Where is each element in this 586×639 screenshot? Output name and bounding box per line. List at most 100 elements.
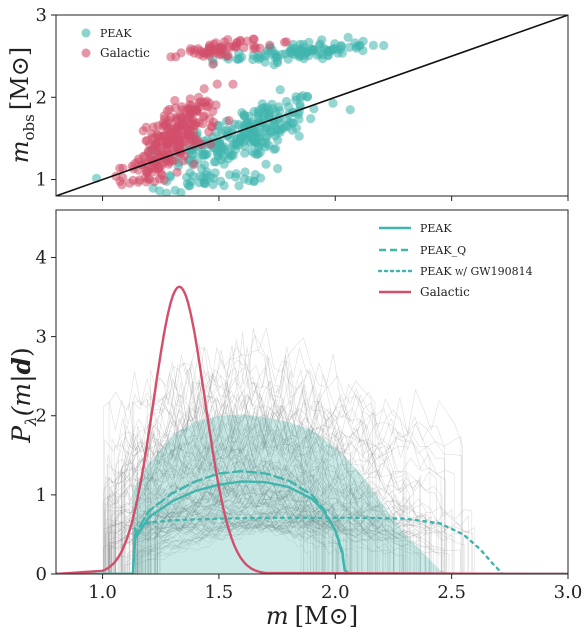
curve-galactic (56, 285, 568, 574)
distribution-y-label-main: P (7, 425, 36, 444)
scatter-point-galactic (184, 131, 194, 141)
posterior-draw (154, 515, 349, 574)
posterior-draw (113, 498, 434, 574)
distribution-x-label: m [M⊙] (266, 602, 358, 630)
scatter-point-galactic (125, 178, 135, 188)
posterior-draw (108, 479, 358, 574)
posterior-draw (133, 347, 373, 574)
posterior-draw (124, 395, 305, 574)
scatter-point-peak (328, 44, 338, 54)
posterior-draw (154, 495, 473, 574)
posterior-draw (106, 410, 463, 574)
scatter-point-peak (293, 109, 303, 119)
posterior-draw (115, 423, 362, 574)
scatter-point-peak (208, 179, 218, 190)
legend-marker-galactic (81, 48, 91, 58)
posterior-draw (108, 417, 326, 574)
posterior-draw (118, 421, 378, 574)
distribution-x-label-main: m (266, 602, 289, 630)
scatter-point-galactic (228, 79, 238, 89)
scatter-point-peak (264, 140, 274, 150)
scatter-point-peak (275, 85, 285, 95)
scatter-point-peak (259, 111, 269, 121)
posterior-draw (145, 423, 415, 574)
y-tick-label: 2 (36, 406, 47, 427)
posterior-draw (122, 459, 368, 574)
scatter-point-galactic (117, 180, 127, 190)
posterior-draw (124, 508, 352, 574)
posterior-draw (105, 484, 469, 574)
distribution-legend: PEAK PEAK_Q PEAK w/ GW190814 Galactic (377, 222, 533, 299)
scatter-point-galactic (158, 157, 168, 168)
scatter-x-ticks (102, 196, 569, 201)
posterior-draw (114, 369, 376, 574)
scatter-point-peak (232, 54, 242, 64)
posterior-draw (145, 466, 371, 574)
scatter-point-galactic (232, 38, 242, 49)
posterior-draw (147, 388, 463, 574)
posterior-draw (123, 369, 352, 574)
scatter-point-galactic (145, 174, 155, 184)
posterior-draw (135, 467, 442, 574)
posterior-draw (129, 406, 437, 574)
posterior-draw (109, 519, 430, 574)
posterior-draw (132, 327, 431, 574)
scatter-point-peak (261, 159, 271, 169)
scatter-point-peak (234, 181, 244, 191)
posterior-draw (109, 483, 317, 574)
scatter-point-galactic (150, 139, 161, 149)
scatter-point-galactic (159, 175, 169, 185)
scatter-point-peak (273, 163, 283, 174)
posterior-draw (159, 407, 380, 574)
posterior-draw (141, 505, 400, 574)
scatter-point-peak (295, 92, 305, 102)
posterior-draw (127, 515, 442, 574)
scatter-point-peak (257, 99, 267, 109)
scatter-point-peak (302, 92, 312, 102)
distribution-y-label-close: ) (7, 347, 36, 357)
scatter-point-peak (315, 39, 325, 49)
posterior-draw (111, 493, 448, 574)
scatter-point-galactic (223, 51, 233, 61)
scatter-point-galactic (239, 43, 249, 53)
posterior-draw (103, 430, 407, 574)
scatter-point-galactic (165, 123, 175, 133)
scatter-point-galactic (151, 146, 161, 156)
posterior-draw (111, 369, 330, 574)
y-tick-label: 2 (36, 87, 47, 108)
posterior-draw (123, 400, 319, 574)
scatter-point-peak (270, 131, 280, 141)
scatter-point-peak (161, 188, 172, 196)
scatter-point-galactic (178, 156, 188, 166)
posterior-draw (139, 515, 394, 574)
scatter-point-peak (244, 175, 254, 186)
posterior-draw (108, 500, 411, 574)
scatter-point-galactic (157, 131, 168, 142)
identity-line (56, 15, 568, 196)
scatter-point-peak (306, 44, 316, 54)
y-tick-label: 0 (36, 564, 47, 585)
scatter-point-galactic (172, 115, 182, 125)
scatter-point-peak (297, 46, 307, 56)
posterior-draw (144, 382, 351, 574)
scatter-point-galactic (204, 46, 214, 57)
posterior-draw (111, 454, 476, 574)
scatter-point-galactic (209, 117, 219, 127)
posterior-draw (115, 493, 426, 574)
posterior-draw (105, 412, 394, 574)
posterior-draw (155, 495, 394, 574)
posterior-draw (150, 448, 324, 574)
posterior-draw (140, 499, 341, 574)
distribution-y-label-bold: d (7, 357, 36, 374)
posterior-draw (121, 412, 453, 574)
posterior-draw (155, 435, 395, 574)
posterior-draw (135, 477, 376, 574)
posterior-draw (136, 420, 311, 574)
scatter-point-galactic (186, 44, 196, 54)
scatter-point-peak (269, 60, 279, 70)
posterior-draw (135, 485, 427, 574)
scatter-point-galactic (185, 94, 195, 104)
posterior-draw (122, 510, 339, 574)
scatter-point-peak (368, 40, 378, 51)
scatter-point-peak (240, 167, 250, 177)
